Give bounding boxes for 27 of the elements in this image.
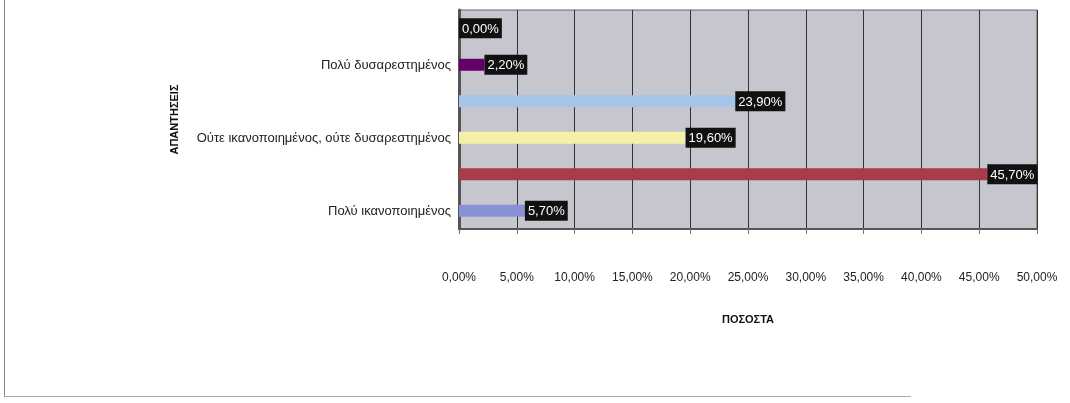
y-tick-label: Ούτε ικανοποιημένος, ούτε δυσαρεστημένος: [196, 130, 451, 146]
x-tick-label: 50,00%: [1016, 270, 1058, 284]
data-label: 45,70%: [990, 166, 1035, 182]
bar: [459, 131, 686, 144]
x-tick-label: 40,00%: [901, 270, 943, 284]
bar: [459, 204, 525, 217]
bar: [459, 58, 485, 71]
x-tick-label: 35,00%: [843, 270, 885, 284]
x-tick-label: 45,00%: [958, 270, 1000, 284]
data-label: 5,70%: [527, 203, 566, 219]
x-tick-label: 10,00%: [554, 270, 596, 284]
y-axis-title: ΑΠΑΝΤΗΣΕΙΣ: [167, 84, 180, 155]
bar: [459, 168, 988, 181]
y-tick-label: Πολύ δυσαρεστημένος: [320, 57, 451, 73]
y-tick-label: Πολύ ικανοποιημένος: [328, 203, 451, 219]
x-axis-title: ΠΟΣΟΣΤΑ: [721, 312, 775, 325]
x-tick-label: 25,00%: [727, 270, 769, 284]
x-tick-label: 15,00%: [612, 270, 654, 284]
data-label: 19,60%: [688, 130, 734, 146]
x-tick-label: 20,00%: [669, 270, 711, 284]
bar: [459, 95, 736, 108]
x-tick-label: 30,00%: [785, 270, 827, 284]
x-tick-label: 0,00%: [441, 270, 477, 284]
data-label: 23,90%: [738, 93, 783, 109]
x-tick-label: 5,00%: [499, 270, 535, 284]
data-label: 0,00%: [462, 20, 500, 36]
data-label: 2,20%: [487, 57, 525, 73]
